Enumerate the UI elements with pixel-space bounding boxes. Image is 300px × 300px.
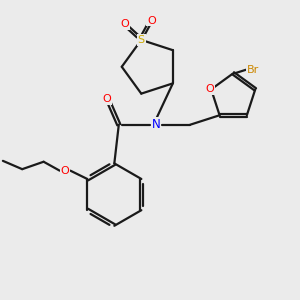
Text: Br: Br: [247, 65, 259, 75]
Text: S: S: [138, 35, 145, 45]
Text: O: O: [103, 94, 111, 104]
Text: O: O: [61, 166, 69, 176]
Text: O: O: [121, 20, 129, 29]
Text: O: O: [147, 16, 156, 26]
Text: O: O: [205, 84, 214, 94]
Text: N: N: [152, 118, 160, 131]
